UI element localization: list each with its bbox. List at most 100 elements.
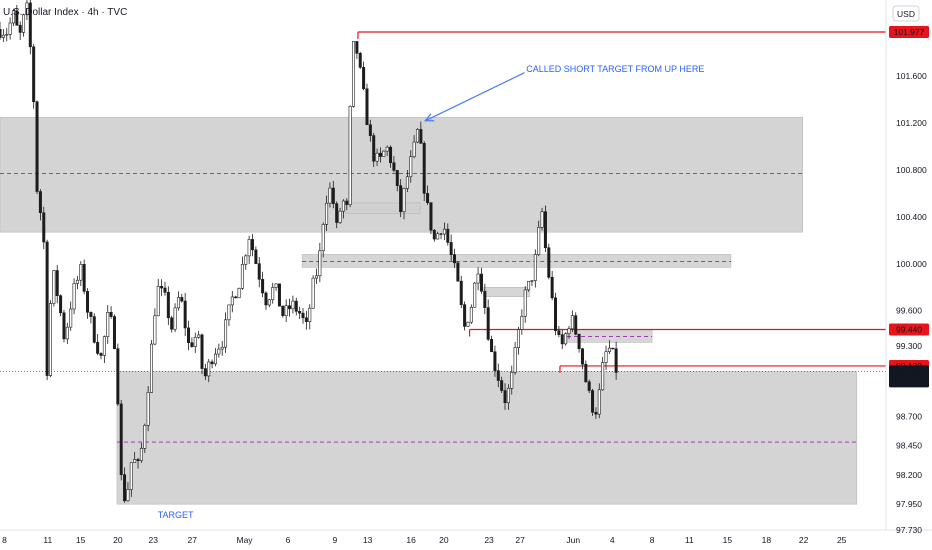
currency-badge[interactable] — [892, 5, 920, 22]
candle-body-106 — [355, 41, 359, 54]
time-tick-15: 4 — [610, 535, 615, 545]
time-tick-5: 27 — [188, 535, 198, 545]
candle-body-39 — [129, 462, 133, 490]
candle-body-35 — [116, 348, 120, 405]
time-tick-8: 9 — [333, 535, 338, 545]
candle-body-119 — [399, 185, 403, 213]
candle-body-33 — [109, 312, 113, 317]
price-tick-4: 100.400 — [896, 212, 927, 222]
candle-body-183 — [614, 348, 618, 373]
candle-body-24 — [79, 264, 83, 281]
time-tick-0: 8 — [2, 535, 7, 545]
candle-body-46 — [153, 315, 157, 345]
candle-body-29 — [96, 341, 100, 354]
candle-body-81 — [271, 287, 275, 301]
candle-body-1 — [1, 34, 5, 38]
candle-body-178 — [597, 389, 601, 415]
candle-body-65 — [217, 348, 221, 355]
candle-body-89 — [298, 311, 302, 314]
candle-body-143 — [479, 273, 483, 292]
candle-body-171 — [574, 315, 578, 335]
candle-body-96 — [321, 224, 325, 252]
candle-body-48 — [160, 285, 164, 289]
candle-body-159 — [533, 254, 537, 281]
candle-body-147 — [493, 351, 497, 371]
price-countdown: 03:25:02 — [892, 376, 925, 386]
candle-body-94 — [314, 275, 318, 279]
time-tick-11: 20 — [439, 535, 449, 545]
price-tick-5: 100.000 — [896, 259, 927, 269]
candle-body-133 — [446, 228, 450, 243]
candle-body-14 — [45, 241, 49, 376]
candle-body-131 — [439, 233, 443, 235]
candle-body-92 — [308, 307, 312, 322]
candle-body-177 — [594, 411, 598, 415]
candle-body-66 — [220, 346, 224, 350]
candle-body-0 — [0, 29, 2, 38]
time-tick-14: Jun — [566, 535, 580, 545]
price-tick-1: 101.600 — [896, 71, 927, 81]
candle-body-168 — [564, 333, 568, 345]
time-tick-21: 25 — [837, 535, 847, 545]
candle-body-173 — [580, 348, 584, 365]
candle-body-145 — [486, 307, 490, 340]
price-label-bg-7 — [889, 323, 929, 336]
time-axis[interactable]: 8 11 15 20 23 27 May 6 9 13 16 20 23 27 Jun 4 8 11 15 18 22 2… — [2, 535, 847, 545]
price-tick-8: 99.300 — [896, 341, 922, 351]
candle-body-58 — [193, 336, 197, 347]
time-tick-1: 11 — [43, 535, 52, 545]
candle-body-93 — [311, 277, 315, 309]
candle-body-128 — [429, 202, 433, 231]
candle-body-42 — [139, 448, 143, 462]
candle-body-7 — [22, 14, 26, 33]
candle-body-17 — [55, 270, 59, 297]
candle-body-68 — [227, 304, 231, 321]
time-tick-12: 23 — [484, 535, 494, 545]
time-tick-6: May — [237, 535, 254, 545]
candle-body-148 — [496, 370, 500, 381]
price-tick-2: 101.200 — [896, 118, 927, 128]
candle-body-137 — [459, 280, 463, 305]
candle-body-118 — [395, 170, 399, 186]
candle-body-52 — [173, 307, 177, 330]
candle-body-170 — [570, 315, 574, 330]
candle-body-83 — [277, 283, 281, 307]
candle-body-127 — [426, 193, 430, 203]
candle-body-115 — [385, 146, 389, 152]
candle-body-108 — [362, 67, 366, 90]
candle-body-77 — [257, 263, 261, 280]
candle-body-181 — [607, 347, 611, 352]
candle-body-12 — [38, 191, 42, 214]
candle-body-13 — [42, 212, 46, 243]
price-label-10: 99.083 — [896, 366, 922, 376]
candle-body-160 — [537, 227, 541, 255]
candle-body-136 — [456, 262, 460, 282]
candle-body-59 — [197, 334, 201, 338]
candle-body-99 — [331, 187, 335, 204]
candle-body-153 — [513, 347, 517, 373]
candle-body-116 — [389, 146, 393, 164]
candle-body-80 — [267, 299, 271, 306]
candle-body-151 — [506, 388, 510, 404]
candle-body-121 — [405, 176, 409, 189]
candle-body-104 — [348, 106, 352, 205]
candle-body-130 — [436, 233, 440, 240]
candle-body-75 — [251, 239, 255, 251]
candle-body-141 — [473, 282, 477, 308]
zone-box-1 — [116, 371, 858, 505]
candle-body-111 — [372, 135, 376, 162]
candle-body-140 — [469, 306, 473, 323]
candle-body-57 — [190, 342, 194, 347]
candle-body-113 — [378, 152, 382, 157]
candle-body-10 — [32, 46, 36, 103]
candle-body-16 — [52, 270, 56, 304]
price-label-0: 101.977 — [894, 27, 925, 37]
time-tick-17: 11 — [685, 535, 694, 545]
candle-body-4 — [11, 10, 15, 24]
time-tick-3: 20 — [113, 535, 123, 545]
candle-body-103 — [345, 200, 349, 205]
price-axis[interactable]: 101.977 101.600 101.200 100.800 100.400 100.0… — [889, 26, 929, 535]
candle-body-158 — [530, 280, 534, 282]
candle-body-37 — [123, 474, 127, 502]
